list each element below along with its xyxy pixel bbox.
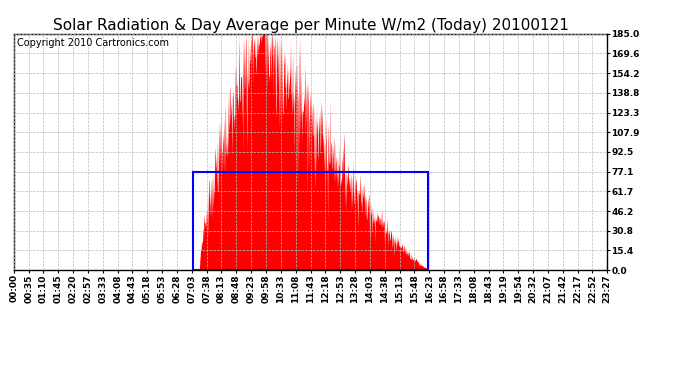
Title: Solar Radiation & Day Average per Minute W/m2 (Today) 20100121: Solar Radiation & Day Average per Minute…	[52, 18, 569, 33]
Bar	[193, 171, 428, 270]
Text: Copyright 2010 Cartronics.com: Copyright 2010 Cartronics.com	[17, 39, 169, 48]
